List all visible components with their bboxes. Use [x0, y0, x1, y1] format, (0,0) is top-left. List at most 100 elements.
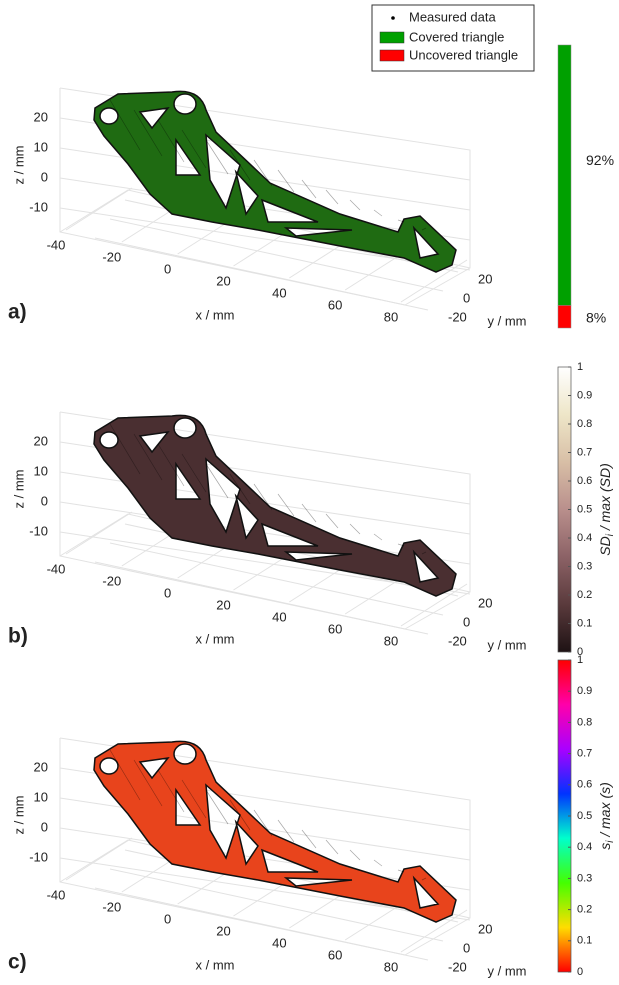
x-axis-label: x / mm: [196, 307, 235, 322]
grid-line: [94, 887, 429, 961]
label-main: s: [597, 843, 613, 850]
label-sub: i: [605, 533, 616, 536]
mesh-edge: [253, 483, 273, 511]
x-tick-label: 60: [328, 947, 342, 962]
colorbar-tick-label: 0.8: [577, 716, 592, 728]
x-tick-label: 80: [384, 633, 398, 648]
z-axis-label: z / mm: [11, 146, 26, 185]
x-tick-label: -20: [102, 573, 121, 588]
colorbar-label: si / max (s): [597, 782, 616, 850]
z-tick-label: 20: [34, 109, 48, 124]
z-axis-label: z / mm: [11, 796, 26, 835]
legend: Measured data Covered triangle Uncovered t…: [371, 4, 535, 72]
bar-segment: [557, 44, 572, 306]
legend-label: Covered triangle: [409, 29, 504, 44]
panel-label: c): [8, 951, 27, 974]
grid-line: [400, 909, 468, 953]
mesh-edge: [325, 839, 339, 855]
x-tick-label: -40: [47, 561, 66, 576]
mesh-edge: [349, 199, 361, 211]
colorbar-tick-label: 0.9: [577, 685, 592, 697]
mesh-edge: [181, 129, 207, 169]
label-rest: / max (SD): [597, 463, 613, 534]
colorbar-tick-label: 0.7: [577, 748, 592, 760]
grid-line: [94, 561, 429, 635]
z-tick-label: -10: [29, 199, 48, 214]
y-tick-label: -20: [448, 633, 467, 648]
z-tick-label: 20: [34, 433, 48, 448]
y-tick-label: 20: [478, 595, 492, 610]
mesh-edge: [421, 551, 427, 555]
colorbar-tick-label: 0.1: [577, 935, 592, 947]
data-label: 8%: [586, 309, 606, 325]
colorbar-tick-label: 0: [577, 646, 583, 658]
colorbar-tick-label: 0.2: [577, 589, 592, 601]
mesh-edge: [157, 769, 185, 813]
mesh-edge: [277, 819, 295, 843]
mesh-edge: [301, 503, 317, 523]
mesh-edge: [253, 809, 273, 837]
y-axis-label: y / mm: [488, 313, 527, 328]
mesh-edge: [157, 119, 185, 163]
colorbar-tick-label: 0.7: [577, 446, 592, 458]
y-tick-label: 0: [463, 290, 470, 305]
mesh-edge: [229, 149, 251, 181]
part-mesh: [93, 740, 457, 923]
z-tick-label: 0: [41, 819, 48, 834]
y-tick-label: 0: [463, 940, 470, 955]
mesh-edge: [157, 443, 185, 487]
x-tick-label: 60: [328, 621, 342, 636]
legend-label: Uncovered triangle: [409, 47, 518, 62]
part-body: [93, 414, 457, 597]
z-tick-label: 10: [34, 789, 48, 804]
grid-line: [94, 237, 429, 311]
panel-label: b): [8, 625, 28, 648]
grid-line: [109, 868, 444, 942]
colorbar-tick-label: 0.4: [577, 532, 592, 544]
colorbar-tick-label: 1: [577, 654, 583, 666]
colorbar-tick-label: 0.5: [577, 810, 592, 822]
z-tick-label: 10: [34, 463, 48, 478]
part-mesh: [93, 90, 457, 273]
mesh-edge: [325, 513, 339, 529]
mesh-edge: [205, 139, 229, 175]
x-tick-label: 20: [216, 273, 230, 288]
mesh-edge: [181, 779, 207, 819]
mesh-edge: [229, 799, 251, 831]
z-tick-label: -10: [29, 849, 48, 864]
x-tick-label: 20: [216, 597, 230, 612]
legend-swatch: [379, 31, 405, 44]
label-sub: i: [605, 840, 616, 843]
y-tick-label: -20: [448, 309, 467, 324]
y-tick-label: -20: [448, 959, 467, 974]
part-body: [93, 90, 457, 273]
data-label: 92%: [586, 152, 614, 168]
mesh-edge: [373, 859, 383, 867]
colorbar-tick-label: 0.4: [577, 841, 592, 853]
label-main: SD: [597, 536, 613, 555]
y-axis-label: y / mm: [488, 963, 527, 978]
x-axis-label: x / mm: [196, 631, 235, 646]
mesh-edge: [373, 209, 383, 217]
colorbar-tick-label: 0: [577, 966, 583, 978]
x-tick-label: 20: [216, 923, 230, 938]
y-axis-label: y / mm: [488, 637, 527, 652]
colorbar-tick-label: 0.1: [577, 617, 592, 629]
part-mesh: [93, 414, 457, 597]
grid-line: [109, 218, 444, 292]
x-tick-label: 40: [272, 609, 286, 624]
x-tick-label: 40: [272, 935, 286, 950]
colorbar-tick-label: 0.3: [577, 560, 592, 572]
x-tick-label: 60: [328, 297, 342, 312]
colorbar-tick-label: 0.5: [577, 503, 592, 515]
x-tick-label: -40: [47, 237, 66, 252]
mesh-edge: [397, 543, 405, 547]
mesh-edge: [301, 829, 317, 849]
mesh-edge: [133, 759, 163, 807]
x-axis-label: x / mm: [196, 957, 235, 972]
colorbar-tick-label: 0.3: [577, 872, 592, 884]
z-tick-label: 20: [34, 759, 48, 774]
